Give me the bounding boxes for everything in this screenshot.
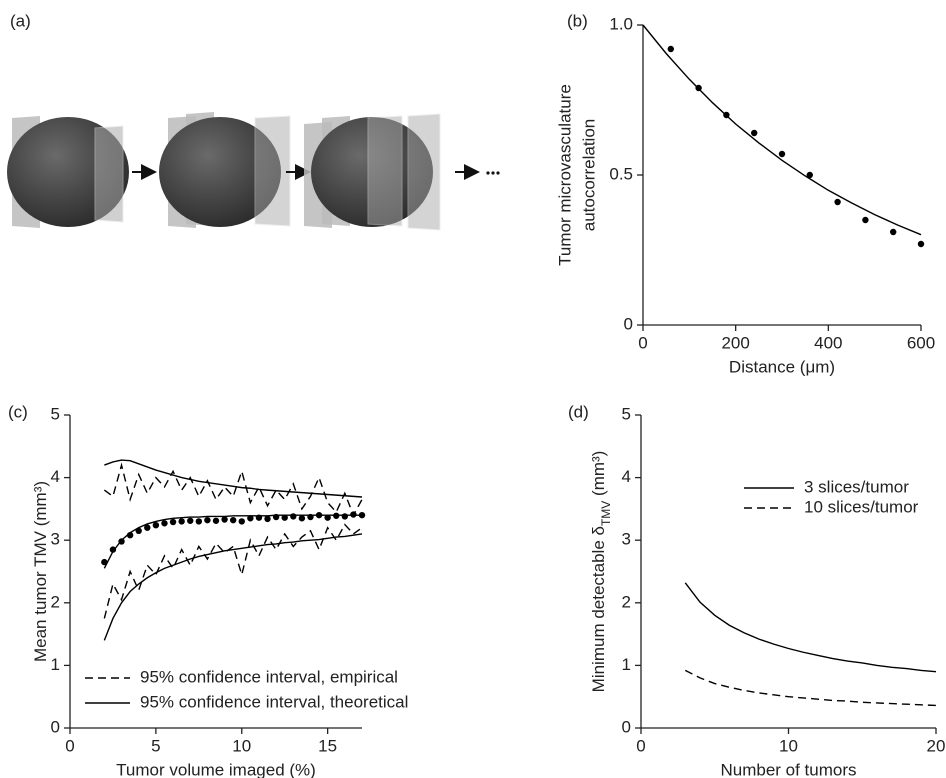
data-point bbox=[341, 513, 349, 520]
x-tick-label: 10 bbox=[232, 736, 251, 755]
data-point bbox=[247, 515, 254, 522]
data-point bbox=[272, 513, 280, 521]
panel-label: (c) bbox=[8, 402, 28, 421]
data-point bbox=[238, 518, 245, 525]
y-tick-label: 2 bbox=[51, 592, 60, 611]
x-tick-label: 200 bbox=[721, 333, 749, 352]
y-tick-label: 4 bbox=[622, 467, 631, 486]
series-line bbox=[684, 669, 937, 707]
y-axis-label: Mean tumor TMV (mm³) bbox=[31, 481, 50, 662]
data-point bbox=[144, 524, 151, 531]
y-axis-label-text: Mean tumor TMV (mm³) bbox=[31, 481, 50, 662]
series-line bbox=[103, 533, 363, 641]
data-point bbox=[161, 520, 168, 527]
y-tick-label: 2 bbox=[622, 592, 631, 611]
x-axis-label: Tumor volume imaged (%) bbox=[116, 760, 316, 778]
series-line bbox=[684, 582, 937, 673]
y-tick-label: 0 bbox=[51, 717, 60, 736]
legend-label: 10 slices/tumor bbox=[804, 497, 919, 516]
y-tick-label: 4 bbox=[51, 467, 60, 486]
panel-label: (b) bbox=[567, 11, 588, 30]
data-point bbox=[917, 240, 925, 248]
data-point bbox=[834, 198, 841, 206]
series-line bbox=[642, 24, 922, 236]
data-point bbox=[135, 527, 142, 535]
panel-label: (a) bbox=[10, 11, 31, 30]
data-point bbox=[315, 511, 323, 519]
data-point bbox=[281, 514, 288, 521]
y-tick-label: 0 bbox=[624, 314, 633, 333]
data-point bbox=[264, 515, 271, 523]
data-point bbox=[890, 228, 897, 236]
data-point bbox=[229, 516, 237, 524]
data-point bbox=[751, 129, 758, 137]
y-tick-label: 3 bbox=[622, 530, 631, 549]
data-point bbox=[126, 531, 134, 539]
tumor-1 bbox=[7, 116, 129, 228]
y-axis-label-text: Minimum detectable δ bbox=[589, 526, 608, 692]
y-axis-label-end: (mm³) bbox=[589, 451, 608, 501]
data-point bbox=[307, 513, 314, 521]
y-tick-label: 0 bbox=[622, 717, 631, 736]
data-point bbox=[169, 518, 177, 526]
x-tick-label: 10 bbox=[779, 736, 798, 755]
data-point bbox=[290, 513, 297, 520]
y-tick-label: 1 bbox=[51, 655, 60, 674]
data-point bbox=[324, 514, 331, 521]
x-tick-label: 0 bbox=[638, 333, 647, 352]
x-tick-label: 400 bbox=[814, 333, 842, 352]
x-tick-label: 0 bbox=[65, 736, 74, 755]
y-tick-label: 0.5 bbox=[609, 164, 633, 183]
data-point bbox=[778, 150, 786, 158]
y-tick-label: 5 bbox=[622, 404, 631, 423]
data-point bbox=[806, 171, 813, 179]
legend-label: 3 slices/tumor bbox=[804, 477, 909, 496]
data-point bbox=[667, 45, 674, 53]
legend-label: 95% confidence interval, theoretical bbox=[140, 692, 408, 711]
ellipsis bbox=[486, 171, 500, 175]
x-axis-label: Number of tumors bbox=[720, 760, 856, 778]
data-point bbox=[298, 515, 306, 522]
data-point bbox=[255, 514, 263, 521]
panel-label: (d) bbox=[568, 402, 589, 421]
y-tick-label: 5 bbox=[51, 404, 60, 423]
tumor-2 bbox=[159, 112, 291, 228]
x-axis-label: Distance (μm) bbox=[729, 357, 835, 376]
x-tick-label: 15 bbox=[318, 736, 337, 755]
y-tick-label: 3 bbox=[51, 530, 60, 549]
series-line bbox=[104, 459, 363, 498]
data-point bbox=[204, 516, 211, 524]
y-axis-label: Tumor microvasculature bbox=[555, 84, 574, 266]
data-point bbox=[187, 517, 194, 524]
legend-label: 95% confidence interval, empirical bbox=[140, 667, 398, 686]
data-point bbox=[350, 511, 357, 518]
data-point bbox=[109, 546, 117, 553]
tumor-3 bbox=[304, 113, 441, 231]
x-tick-label: 600 bbox=[907, 333, 935, 352]
series-line bbox=[103, 462, 363, 517]
data-point bbox=[152, 521, 160, 529]
illustration bbox=[7, 112, 500, 231]
data-point bbox=[178, 518, 185, 525]
data-point bbox=[118, 538, 125, 545]
data-point bbox=[358, 511, 366, 519]
x-tick-label: 0 bbox=[636, 736, 645, 755]
data-point bbox=[212, 517, 220, 524]
x-tick-label: 20 bbox=[927, 736, 946, 755]
data-point bbox=[333, 512, 340, 519]
data-point bbox=[221, 516, 228, 523]
y-axis-label: Minimum detectable δTMV (mm³) bbox=[589, 451, 613, 693]
y-tick-label: 1 bbox=[622, 655, 631, 674]
y-axis-label-sub: TMV bbox=[599, 501, 613, 526]
data-point bbox=[862, 216, 869, 224]
y-tick-label: 1.0 bbox=[609, 14, 633, 33]
data-point bbox=[195, 518, 203, 525]
y-axis-label: autocorrelation bbox=[579, 119, 598, 231]
data-point bbox=[101, 558, 108, 566]
x-tick-label: 5 bbox=[151, 736, 160, 755]
